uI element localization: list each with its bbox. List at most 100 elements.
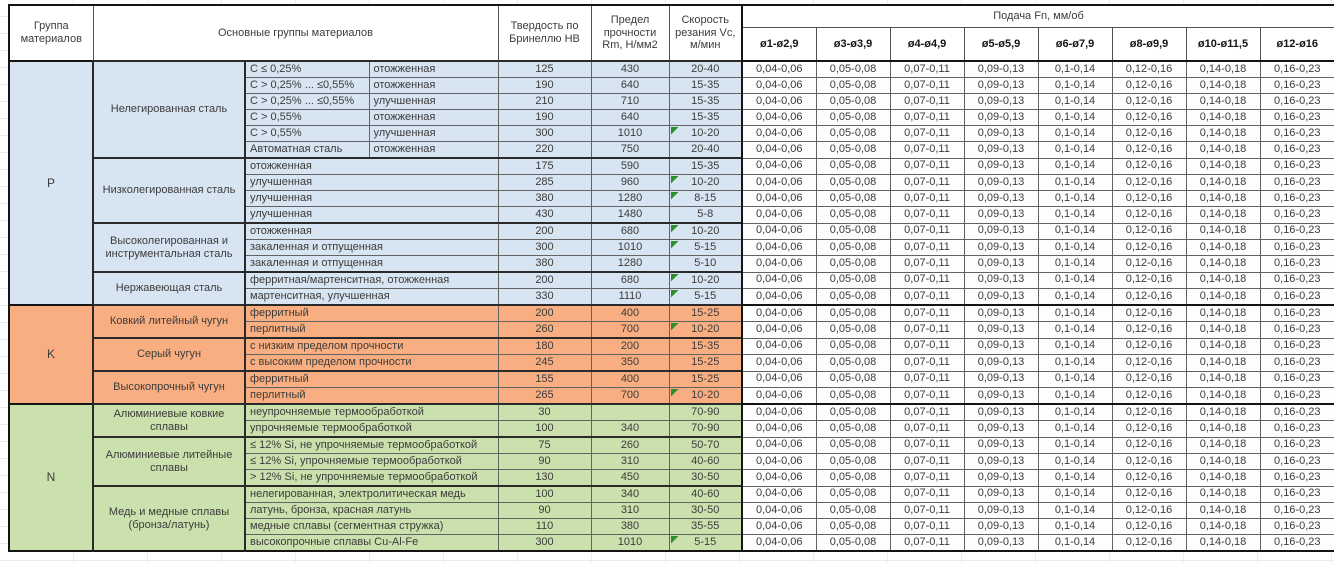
- feed-value-cell: 0,07-0,11: [889, 304, 965, 322]
- cutting-speed-value-cell: 15-35: [668, 157, 743, 175]
- cutting-speed-value-cell: 15-35: [668, 109, 743, 126]
- feed-value-cell: 0,16-0,23: [1259, 518, 1334, 535]
- table-row: перлитный 260 700 10-20 0,04-0,06 0,05-0,08 0,…: [9, 321, 1334, 339]
- hardness-value-cell: 90: [497, 453, 592, 470]
- material-detail-cell: отожженная: [244, 157, 499, 175]
- feed-value-cell: 0,07-0,11: [889, 337, 965, 355]
- feed-value-cell: 0,07-0,11: [889, 354, 965, 372]
- table-row: закаленная и отпущенная 380 1280 5-10 0,04-0…: [9, 255, 1334, 273]
- feed-value-cell: 0,14-0,18: [1185, 420, 1261, 438]
- feed-value-cell: 0,04-0,06: [741, 436, 817, 454]
- material-detail-cell: мартенситная, улучшенная: [244, 288, 499, 306]
- feed-value-cell: 0,07-0,11: [889, 288, 965, 306]
- feed-value-cell: 0,1-0,14: [1037, 174, 1113, 191]
- feed-value-cell: 0,14-0,18: [1185, 206, 1261, 224]
- cutting-speed-value-cell: 15-25: [668, 304, 743, 322]
- hardness-value-cell: 190: [497, 109, 592, 126]
- feed-value-cell: 0,16-0,23: [1259, 436, 1334, 454]
- feed-value-cell: 0,05-0,08: [815, 387, 891, 405]
- hardness-value-cell: 210: [497, 93, 592, 110]
- feed-value-cell: 0,07-0,11: [889, 534, 965, 552]
- hardness-value-cell: 125: [497, 60, 592, 78]
- col-header-tensile-strength: Предел прочности Rm, Н/мм2: [590, 4, 670, 62]
- material-detail-cell: неупрочняемые термообработкой: [244, 403, 499, 421]
- feed-value-cell: 0,16-0,23: [1259, 453, 1334, 470]
- feed-value-cell: 0,05-0,08: [815, 255, 891, 273]
- material-detail-cell: улучшенная: [244, 206, 499, 224]
- feed-value-cell: 0,12-0,16: [1111, 387, 1187, 405]
- material-subgroup-cell: Нержавеющая сталь: [92, 271, 246, 306]
- table-header: Группа материалов Основные группы матери…: [8, 4, 1334, 62]
- cutting-speed-value-cell: 5-8: [668, 206, 743, 224]
- cutting-speed-value-cell: 30-50: [668, 502, 743, 519]
- feed-value-cell: 0,04-0,06: [741, 288, 817, 306]
- feed-value-cell: 0,14-0,18: [1185, 222, 1261, 240]
- material-detail-cell: упрочняемые термообработкой: [244, 420, 499, 438]
- feed-value-cell: 0,14-0,18: [1185, 485, 1261, 503]
- feed-value-cell: 0,16-0,23: [1259, 403, 1334, 421]
- cutting-speed-value-cell: 5-15: [668, 288, 743, 306]
- feed-value-cell: 0,1-0,14: [1037, 403, 1113, 421]
- cutting-data-table: Группа материалов Основные группы матери…: [8, 4, 1334, 552]
- feed-value-cell: 0,04-0,06: [741, 77, 817, 94]
- feed-value-cell: 0,04-0,06: [741, 141, 817, 159]
- feed-value-cell: 0,04-0,06: [741, 420, 817, 438]
- comment-marker-icon: [670, 290, 679, 298]
- feed-value-cell: 0,04-0,06: [741, 485, 817, 503]
- strength-value-cell: 400: [590, 370, 670, 388]
- feed-value-cell: 0,05-0,08: [815, 93, 891, 110]
- feed-value-cell: 0,16-0,23: [1259, 77, 1334, 94]
- feed-value-cell: 0,07-0,11: [889, 420, 965, 438]
- feed-value-cell: 0,04-0,06: [741, 255, 817, 273]
- feed-value-cell: 0,16-0,23: [1259, 288, 1334, 306]
- table-row: медные сплавы (сегментная стружка) 110 380…: [9, 518, 1334, 535]
- feed-value-cell: 0,12-0,16: [1111, 93, 1187, 110]
- material-detail-cell: Автоматная сталь: [244, 141, 370, 159]
- feed-value-cell: 0,16-0,23: [1259, 239, 1334, 256]
- feed-value-cell: 0,04-0,06: [741, 239, 817, 256]
- hardness-value-cell: 300: [497, 239, 592, 256]
- strength-value-cell: 310: [590, 453, 670, 470]
- feed-value-cell: 0,12-0,16: [1111, 60, 1187, 78]
- cutting-speed-value-cell: 40-60: [668, 485, 743, 503]
- strength-value-cell: 450: [590, 469, 670, 487]
- material-state-cell: улучшенная: [368, 93, 499, 110]
- feed-value-cell: 0,07-0,11: [889, 403, 965, 421]
- feed-value-cell: 0,05-0,08: [815, 354, 891, 372]
- hardness-value-cell: 330: [497, 288, 592, 306]
- table-row: Серый чугун с низким пределом прочности 18…: [9, 337, 1334, 372]
- feed-value-cell: 0,16-0,23: [1259, 255, 1334, 273]
- hardness-value-cell: 430: [497, 206, 592, 224]
- feed-value-cell: 0,09-0,13: [963, 93, 1039, 110]
- strength-value-cell: 350: [590, 354, 670, 372]
- feed-value-cell: 0,05-0,08: [815, 222, 891, 240]
- feed-value-cell: 0,12-0,16: [1111, 436, 1187, 454]
- material-subgroup-cell: Ковкий литейный чугун: [92, 304, 246, 339]
- feed-value-cell: 0,07-0,11: [889, 321, 965, 339]
- table-row: Алюминиевые литейные сплавы ≤ 12% Si, не …: [9, 436, 1334, 487]
- hardness-value-cell: 30: [497, 403, 592, 421]
- feed-value-cell: 0,07-0,11: [889, 502, 965, 519]
- feed-value-cell: 0,14-0,18: [1185, 321, 1261, 339]
- material-subgroup-cell: Нелегированная сталь: [92, 60, 246, 159]
- col-header-material-families: Основные группы материалов: [92, 4, 499, 62]
- feed-value-cell: 0,09-0,13: [963, 534, 1039, 552]
- feed-value-cell: 0,09-0,13: [963, 288, 1039, 306]
- material-state-cell: отожженная: [368, 60, 499, 78]
- feed-value-cell: 0,1-0,14: [1037, 239, 1113, 256]
- cutting-speed-value-cell: 10-20: [668, 271, 743, 289]
- strength-value-cell: 200: [590, 337, 670, 355]
- material-detail-cell: улучшенная: [244, 174, 499, 191]
- feed-value-cell: 0,04-0,06: [741, 60, 817, 78]
- feed-value-cell: 0,14-0,18: [1185, 337, 1261, 355]
- strength-value-cell: 1480: [590, 206, 670, 224]
- feed-value-cell: 0,05-0,08: [815, 271, 891, 289]
- material-detail-cell: > 12% Si, не упрочняемые термообработкой: [244, 469, 499, 487]
- material-subgroup-cell: Алюминиевые литейные сплавы: [92, 436, 246, 487]
- feed-value-cell: 0,1-0,14: [1037, 141, 1113, 159]
- feed-value-cell: 0,14-0,18: [1185, 125, 1261, 142]
- feed-value-cell: 0,14-0,18: [1185, 60, 1261, 78]
- feed-value-cell: 0,04-0,06: [741, 321, 817, 339]
- feed-value-cell: 0,05-0,08: [815, 288, 891, 306]
